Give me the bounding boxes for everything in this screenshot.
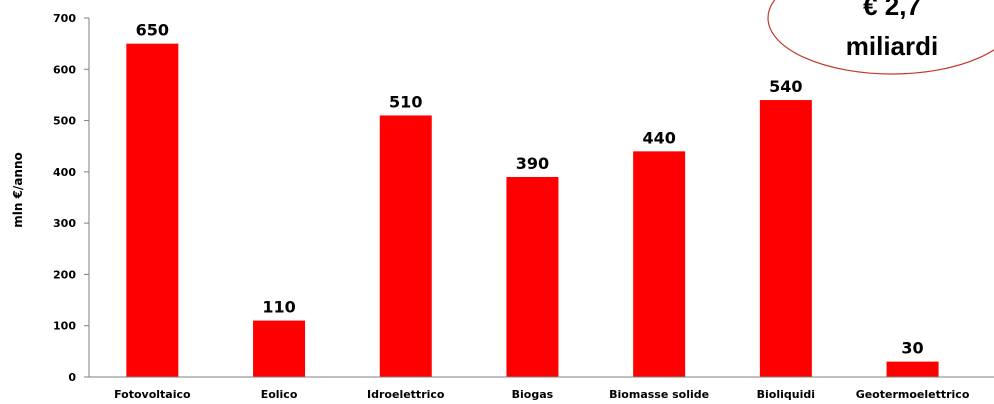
bars (126, 43, 939, 378)
y-tick-label: 600 (53, 63, 76, 76)
data-labels: 650 110 510 390 440 540 30 (136, 21, 924, 358)
y-tick-label: 400 (53, 166, 76, 179)
category-label: Fotovoltaico (114, 388, 191, 401)
callout-line-1: € 2,7 (863, 0, 921, 21)
total-callout: € 2,7 miliardi (767, 0, 994, 75)
y-tick-label: 700 (53, 12, 76, 25)
y-axis-title: mln €/anno (11, 152, 25, 228)
y-tick-label: 300 (53, 217, 76, 230)
category-label: Geotermoelettrico (856, 388, 970, 401)
category-label: Biomasse solide (609, 388, 709, 401)
data-label: 30 (901, 339, 923, 358)
category-labels: Fotovoltaico Eolico Idroelettrico Biogas Bio… (114, 388, 970, 401)
category-label: Bioliquidi (757, 388, 815, 401)
y-axis-ticks: 0 100 200 300 400 500 600 700 (53, 12, 89, 384)
data-label: 390 (516, 154, 549, 173)
bar (506, 176, 559, 377)
bar (886, 361, 939, 377)
y-tick-label: 200 (53, 268, 76, 281)
data-label: 650 (136, 21, 169, 40)
callout-oval (767, 0, 994, 75)
data-label: 440 (642, 128, 675, 147)
bar (253, 320, 306, 377)
y-tick-label: 100 (53, 320, 76, 333)
bar (633, 151, 686, 377)
bar (126, 43, 179, 378)
bar (759, 100, 812, 378)
data-label: 540 (769, 77, 802, 96)
category-label: Eolico (261, 388, 298, 401)
category-label: Biogas (512, 388, 554, 401)
data-label: 510 (389, 92, 422, 111)
category-label: Idroelettrico (367, 388, 445, 401)
bar (379, 115, 432, 377)
data-label: 110 (262, 298, 295, 317)
callout-line-2: miliardi (846, 31, 938, 61)
y-tick-label: 0 (68, 371, 76, 384)
y-tick-label: 500 (53, 115, 76, 128)
